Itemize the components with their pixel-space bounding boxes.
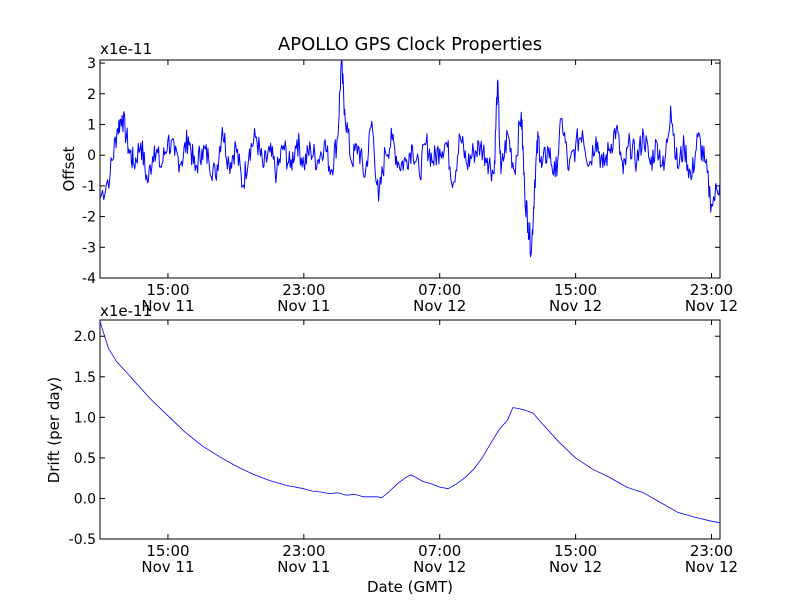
offset-series-line: [99, 59, 721, 258]
drift-series-line: [99, 321, 721, 524]
offset-ylabel: Offset: [60, 146, 78, 191]
offset-ytick-label: 2: [87, 87, 96, 103]
drift-xtick-date-label: Nov 11: [141, 558, 194, 576]
offset-ytick-label: -2: [82, 210, 96, 226]
drift-xtick-date-label: Nov 12: [413, 558, 466, 576]
drift-xtick-time-label: 15:00: [554, 542, 597, 560]
offset-xtick-date-label: Nov 12: [413, 297, 466, 315]
drift-ytick-label: 1.0: [74, 410, 96, 426]
offset-xtick-time-label: 23:00: [690, 281, 733, 299]
offset-xtick-time-label: 15:00: [146, 281, 189, 299]
offset-scale-label: x1e-11: [100, 40, 152, 58]
offset-xtick-date-label: Nov 12: [549, 297, 602, 315]
offset-ytick-label: 3: [87, 56, 96, 72]
offset-xtick-date-label: Nov 12: [685, 297, 738, 315]
drift-ytick-label: 2.0: [74, 329, 96, 345]
drift-xtick-time-label: 23:00: [282, 542, 325, 560]
offset-xtick-date-label: Nov 11: [277, 297, 330, 315]
chart-title: APOLLO GPS Clock Properties: [278, 34, 542, 55]
offset-axes-frame: [99, 59, 721, 279]
drift-xtick-date-label: Nov 12: [549, 558, 602, 576]
drift-ylabel: Drift (per day): [45, 377, 63, 484]
drift-xtick-time-label: 07:00: [418, 542, 461, 560]
drift-ytick-label: 0.0: [74, 491, 96, 507]
offset-ytick-label: -4: [82, 271, 96, 287]
offset-ytick-label: -3: [82, 240, 96, 256]
drift-ytick-label: 1.5: [74, 370, 96, 386]
offset-ytick-label: 1: [87, 117, 96, 133]
offset-xtick-date-label: Nov 11: [141, 297, 194, 315]
drift-axes-frame: [99, 319, 721, 540]
offset-xtick-time-label: 15:00: [554, 281, 597, 299]
drift-scale-label: x1e-11: [100, 302, 152, 320]
drift-xtick-date-label: Nov 11: [277, 558, 330, 576]
drift-xtick-date-label: Nov 12: [685, 558, 738, 576]
drift-ytick-label: 0.5: [74, 451, 96, 467]
offset-xtick-time-label: 07:00: [418, 281, 461, 299]
drift-ytick-label: -0.5: [69, 532, 96, 548]
drift-xlabel: Date (GMT): [367, 578, 453, 596]
offset-ytick-label: 0: [87, 148, 96, 164]
drift-xtick-time-label: 15:00: [146, 542, 189, 560]
offset-xtick-time-label: 23:00: [282, 281, 325, 299]
offset-ytick-label: -1: [82, 179, 96, 195]
drift-xtick-time-label: 23:00: [690, 542, 733, 560]
